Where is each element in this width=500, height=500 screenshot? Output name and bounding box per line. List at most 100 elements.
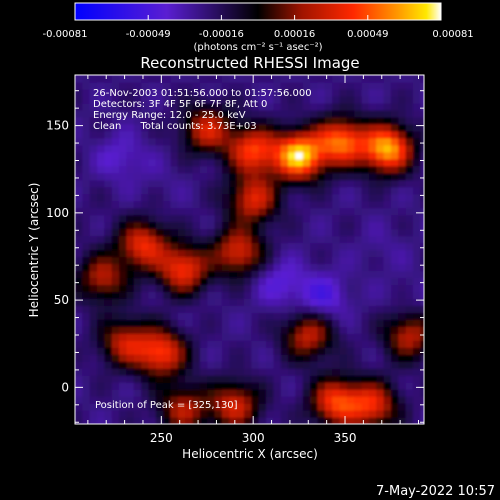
heatmap-cell <box>368 340 377 348</box>
heatmap-cell <box>354 354 363 362</box>
heatmap-cell <box>89 396 98 404</box>
y-tick-label: 150 <box>46 119 69 133</box>
heatmap-cell <box>185 326 194 334</box>
heatmap-cell <box>251 207 260 216</box>
heatmap-cell <box>332 417 341 424</box>
heatmap-cell <box>346 375 355 383</box>
heatmap-cell <box>266 88 274 97</box>
heatmap-cell <box>420 200 424 209</box>
heatmap-cell <box>339 221 348 230</box>
heatmap-cell <box>148 291 157 299</box>
heatmap-cell <box>141 221 150 230</box>
heatmap-cell <box>266 298 274 306</box>
heatmap-cell <box>133 242 142 251</box>
heatmap-cells <box>75 75 424 424</box>
heatmap-cell <box>82 179 91 188</box>
heatmap-cell <box>119 179 128 188</box>
heatmap-cell <box>405 382 414 390</box>
heatmap-cell <box>97 375 105 383</box>
heatmap-cell <box>229 305 238 313</box>
heatmap-cell <box>273 347 282 355</box>
heatmap-cell <box>97 200 105 209</box>
heatmap-cell <box>251 305 260 313</box>
heatmap-cell <box>177 256 186 265</box>
heatmap-cell <box>376 249 385 258</box>
heatmap-cell <box>280 158 289 167</box>
heatmap-cell <box>126 179 135 188</box>
heatmap-cell <box>273 270 282 279</box>
heatmap-cell <box>346 347 355 355</box>
heatmap-cell <box>302 179 311 188</box>
heatmap-cell <box>82 81 91 90</box>
heatmap-cell <box>361 214 370 223</box>
heatmap-cell <box>89 305 98 313</box>
heatmap-cell <box>258 375 267 383</box>
heatmap-cell <box>317 389 326 397</box>
heatmap-cell <box>354 263 363 272</box>
heatmap-cell <box>346 319 355 327</box>
heatmap-cell <box>89 75 98 83</box>
heatmap-cell <box>177 298 186 306</box>
heatmap-cell <box>398 137 407 146</box>
heatmap-cell <box>119 249 128 258</box>
heatmap-cell <box>310 340 319 348</box>
heatmap-cell <box>119 242 128 251</box>
heatmap-cell <box>390 284 399 292</box>
heatmap-cell <box>302 214 311 223</box>
heatmap-cell <box>221 361 230 369</box>
heatmap-cell <box>192 312 201 320</box>
heatmap-cell <box>295 137 304 146</box>
heatmap-cell <box>266 214 274 223</box>
heatmap-cell <box>185 417 194 424</box>
heatmap-cell <box>199 130 208 139</box>
heatmap-cell <box>82 235 91 244</box>
heatmap-cell <box>288 403 297 411</box>
heatmap-cell <box>361 116 370 125</box>
heatmap-cell <box>317 193 326 202</box>
heatmap-cell <box>236 235 245 244</box>
heatmap-cell <box>273 116 282 125</box>
heatmap-cell <box>126 382 135 390</box>
heatmap-cell <box>420 361 424 369</box>
heatmap-cell <box>214 291 223 299</box>
heatmap-cell <box>119 284 128 292</box>
heatmap-cell <box>133 137 142 146</box>
heatmap-cell <box>229 396 238 404</box>
heatmap-cell <box>133 326 142 334</box>
heatmap-cell <box>288 214 297 223</box>
heatmap-cell <box>111 284 120 292</box>
heatmap-cell <box>75 270 83 279</box>
heatmap-cell <box>383 165 392 174</box>
heatmap-cell <box>214 382 223 390</box>
heatmap-cell <box>89 284 98 292</box>
heatmap-cell <box>324 165 333 174</box>
heatmap-cell <box>199 242 208 251</box>
heatmap-cell <box>170 389 179 397</box>
heatmap-cell <box>398 144 407 153</box>
heatmap-cell <box>163 249 172 258</box>
heatmap-cell <box>75 214 83 223</box>
heatmap-cell <box>332 326 341 334</box>
heatmap-cell <box>361 326 370 334</box>
heatmap-cell <box>89 200 98 209</box>
heatmap-cell <box>141 186 150 195</box>
heatmap-cell <box>111 158 120 167</box>
heatmap-cell <box>383 305 392 313</box>
heatmap-cell <box>346 361 355 369</box>
heatmap-cell <box>383 347 392 355</box>
heatmap-cell <box>133 249 142 258</box>
heatmap-cell <box>266 130 274 139</box>
heatmap-cell <box>361 277 370 285</box>
heatmap-cell <box>148 326 157 334</box>
heatmap-cell <box>89 151 98 160</box>
heatmap-cell <box>354 116 363 125</box>
heatmap-cell <box>383 389 392 397</box>
heatmap-cell <box>420 144 424 153</box>
heatmap-cell <box>229 221 238 230</box>
heatmap-cell <box>155 81 164 90</box>
heatmap-cell <box>420 179 424 188</box>
heatmap-cell <box>354 305 363 313</box>
heatmap-cell <box>280 368 289 376</box>
heatmap-cell <box>368 193 377 202</box>
heatmap-cell <box>405 368 414 376</box>
